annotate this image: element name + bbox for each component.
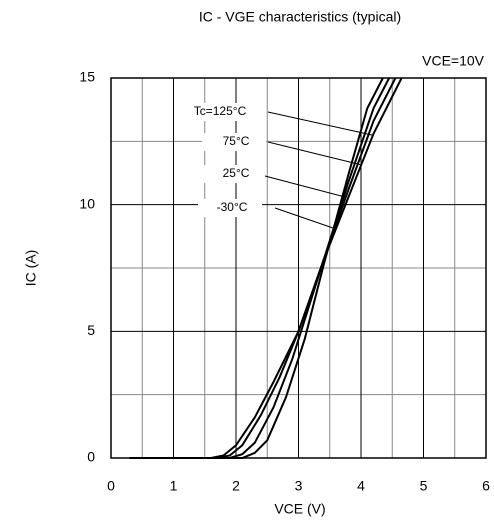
annotation: VCE=10V	[422, 53, 485, 69]
series-label: 75°C	[223, 134, 250, 148]
series-label: 25°C	[223, 166, 250, 180]
x-tick-label: 0	[107, 478, 115, 494]
x-tick-label: 5	[420, 478, 428, 494]
label-bg	[202, 133, 266, 151]
x-tick-label: 6	[482, 478, 490, 494]
series-label: Tc=125°C	[194, 104, 247, 118]
plot-frame	[110, 77, 487, 459]
leader-line	[274, 207, 334, 229]
series-line	[129, 77, 403, 459]
series-line	[129, 77, 391, 459]
label-bg	[202, 165, 266, 183]
leader-line	[267, 141, 363, 166]
x-tick-label: 1	[170, 478, 178, 494]
series-line	[129, 77, 384, 459]
leader-line	[264, 175, 346, 198]
x-axis-label: VCE (V)	[274, 501, 325, 517]
leader-line	[267, 111, 373, 136]
x-tick-label: 4	[357, 478, 365, 494]
y-tick-label: 10	[79, 195, 95, 211]
series-label: -30°C	[217, 200, 248, 214]
label-bg	[198, 199, 262, 217]
y-axis-label: IC (A)	[23, 250, 39, 287]
y-tick-label: 15	[79, 69, 95, 85]
series-line	[129, 77, 397, 459]
y-tick-label: 0	[87, 449, 95, 465]
x-tick-label: 2	[232, 478, 240, 494]
chart-title: IC - VGE characteristics (typical)	[199, 9, 401, 25]
x-tick-label: 3	[295, 478, 303, 494]
y-tick-label: 5	[87, 322, 95, 338]
label-bg	[186, 103, 250, 121]
